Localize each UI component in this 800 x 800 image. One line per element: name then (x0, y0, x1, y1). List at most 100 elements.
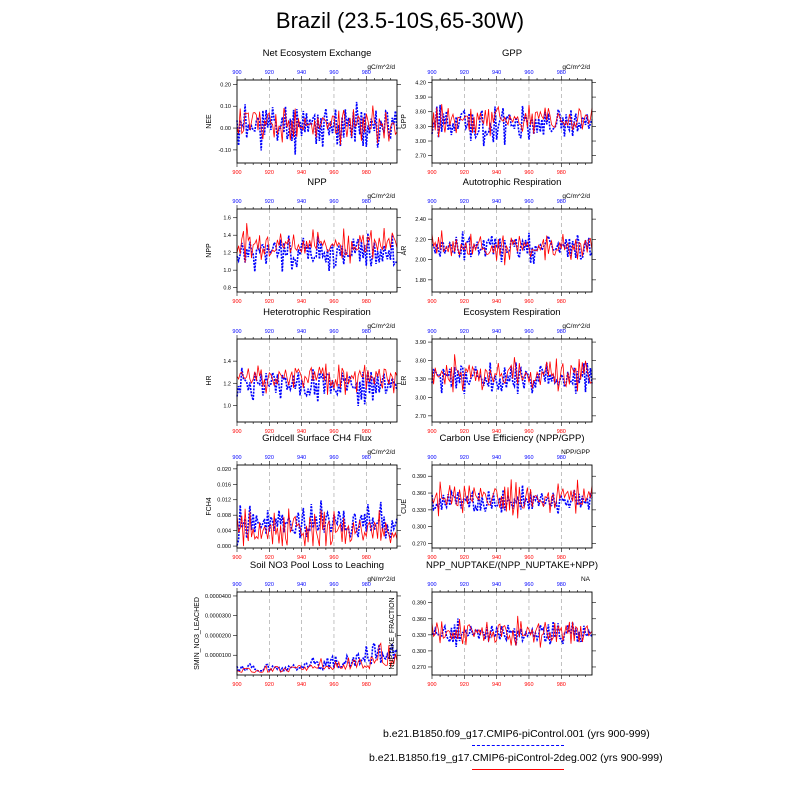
x-tick-label-bottom: 980 (557, 170, 566, 176)
x-tick-label-top: 980 (362, 70, 371, 76)
y-axis-label: ER (401, 376, 408, 386)
y-tick-label: 0.012 (217, 498, 231, 504)
panel-units: gC/m^2/d (367, 449, 395, 456)
series-line-2 (431, 230, 593, 266)
x-tick-label-top: 940 (492, 582, 501, 588)
series-line-1 (431, 104, 593, 147)
plot-frame (431, 591, 593, 676)
y-tick-label: 0.0000200 (205, 633, 231, 639)
panel-title: Soil NO3 Pool Loss to Leaching (250, 560, 384, 571)
y-tick-label: 0.020 (217, 467, 231, 473)
legend-label-series1: b.e21.B1850.f09_g17.CMIP6-piControl.001 … (383, 728, 650, 740)
x-tick-label-top: 920 (265, 70, 274, 76)
x-tick-label-top: 980 (362, 199, 371, 205)
x-tick-label-top: 980 (557, 329, 566, 335)
y-axis-label: NUPTAKE_FRACTION (389, 597, 396, 669)
x-tick-label-bottom: 900 (232, 170, 241, 176)
x-tick-label-top: 940 (297, 199, 306, 205)
y-tick-label: 3.90 (415, 340, 426, 346)
x-tick-label-bottom: 960 (524, 429, 533, 435)
x-tick-label-bottom: 980 (557, 429, 566, 435)
x-tick-label-top: 920 (460, 455, 469, 461)
y-tick-label: 0.008 (217, 513, 231, 519)
x-tick-label-top: 900 (427, 582, 436, 588)
y-tick-label: 3.90 (415, 95, 426, 101)
y-tick-label: 0.10 (220, 104, 231, 110)
x-tick-label-top: 900 (232, 70, 241, 76)
series-line-1 (431, 231, 593, 264)
x-tick-label-top: 920 (265, 199, 274, 205)
series-line-2 (236, 363, 398, 395)
series-line-2 (236, 508, 398, 547)
x-tick-label-bottom: 980 (557, 682, 566, 688)
x-tick-label-top: 920 (265, 582, 274, 588)
x-tick-label-bottom: 960 (329, 429, 338, 435)
x-tick-label-top: 920 (460, 329, 469, 335)
panel-units: gC/m^2/d (562, 193, 590, 200)
x-tick-label-bottom: 960 (524, 299, 533, 305)
x-tick-label-bottom: 900 (232, 555, 241, 561)
x-tick-label-bottom: 940 (492, 299, 501, 305)
y-tick-label: 2.70 (415, 414, 426, 420)
x-tick-label-bottom: 980 (362, 170, 371, 176)
plot-frame (431, 338, 593, 423)
plot-frame (236, 338, 398, 423)
x-tick-label-bottom: 920 (265, 170, 274, 176)
x-tick-label-bottom: 960 (329, 682, 338, 688)
plot-frame (236, 79, 398, 164)
x-tick-label-top: 980 (557, 455, 566, 461)
x-tick-label-bottom: 940 (297, 170, 306, 176)
x-tick-label-bottom: 980 (362, 429, 371, 435)
y-tick-label: 0.016 (217, 482, 231, 488)
x-tick-label-bottom: 900 (232, 299, 241, 305)
series-line-1 (236, 101, 398, 155)
plot-frame (236, 208, 398, 293)
series-line-2 (431, 479, 593, 519)
panel-units: gC/m^2/d (562, 323, 590, 330)
y-tick-label: 3.30 (415, 377, 426, 383)
series-line-2 (431, 354, 593, 393)
x-tick-label-bottom: 960 (329, 170, 338, 176)
x-tick-label-top: 920 (265, 455, 274, 461)
x-tick-label-top: 900 (232, 199, 241, 205)
x-tick-label-top: 920 (460, 70, 469, 76)
x-tick-label-top: 960 (524, 70, 533, 76)
panel-title: Autotrophic Respiration (463, 177, 562, 188)
x-tick-label-top: 980 (362, 582, 371, 588)
y-tick-label: 0.270 (412, 542, 426, 548)
x-tick-label-bottom: 920 (460, 682, 469, 688)
y-axis-label: AR (401, 246, 408, 256)
series-line-1 (236, 233, 398, 272)
x-tick-label-bottom: 920 (460, 299, 469, 305)
y-tick-label: 0.00 (220, 126, 231, 132)
y-tick-label: 0.360 (412, 491, 426, 497)
y-axis-label: NPP (206, 243, 213, 258)
y-tick-label: 0.390 (412, 601, 426, 607)
x-tick-label-top: 960 (329, 455, 338, 461)
x-tick-label-bottom: 900 (427, 682, 436, 688)
x-tick-label-top: 920 (265, 329, 274, 335)
x-tick-label-top: 900 (232, 582, 241, 588)
x-tick-label-bottom: 980 (557, 555, 566, 561)
y-tick-label: 0.000 (217, 544, 231, 550)
chart-panel-7: Carbon Use Efficiency (NPP/GPP) NPP/GPP 90… (401, 433, 596, 561)
x-tick-label-bottom: 900 (427, 299, 436, 305)
x-tick-label-bottom: 940 (297, 555, 306, 561)
chart-panel-2: NPP gC/m^2/d 900 900 920 920 940 940 960 960 980 98… (206, 177, 401, 305)
panel-title: NPP_NUPTAKE/(NPP_NUPTAKE+NPP) (426, 560, 598, 571)
y-tick-label: 0.004 (217, 529, 231, 535)
x-tick-label-top: 940 (297, 582, 306, 588)
x-tick-label-top: 980 (557, 582, 566, 588)
panel-units: gN/m^2/d (367, 576, 395, 583)
y-tick-label: 3.60 (415, 359, 426, 365)
x-tick-label-top: 920 (460, 199, 469, 205)
x-tick-label-top: 940 (492, 199, 501, 205)
x-tick-label-top: 900 (232, 329, 241, 335)
y-tick-label: 3.00 (415, 139, 426, 145)
x-tick-label-bottom: 900 (427, 555, 436, 561)
y-tick-label: -0.10 (218, 148, 231, 154)
x-tick-label-top: 960 (524, 455, 533, 461)
x-tick-label-top: 960 (524, 582, 533, 588)
x-tick-label-bottom: 920 (460, 555, 469, 561)
